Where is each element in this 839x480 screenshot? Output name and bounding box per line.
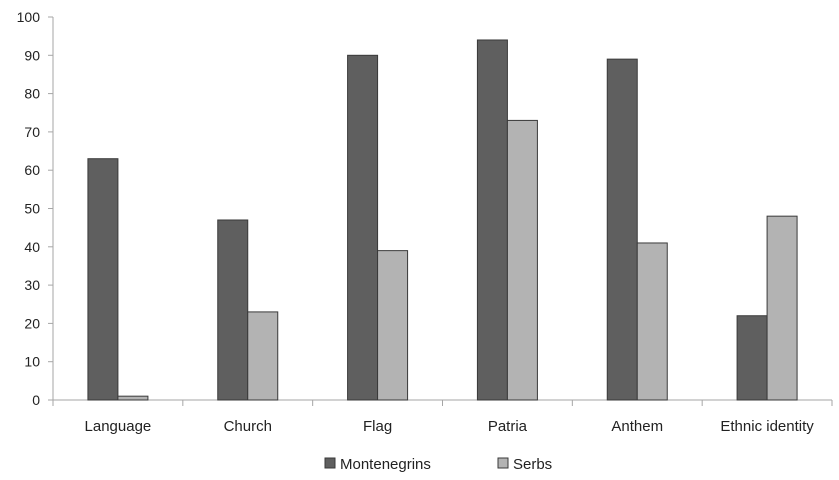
- bar-montenegrins-church: [217, 219, 249, 401]
- legend: Montenegrins Serbs: [324, 456, 552, 473]
- y-tick-label: 90: [24, 47, 40, 63]
- y-tick-label: 20: [24, 315, 40, 331]
- x-tick-label: Anthem: [611, 418, 663, 435]
- y-tick-label: 80: [24, 86, 40, 102]
- bars: [87, 39, 798, 401]
- x-tick-label: Ethnic identity: [720, 418, 814, 435]
- bar-montenegrins-flag: [347, 54, 379, 401]
- bar-serbs-ethnic-identity: [766, 215, 798, 401]
- bar-serbs-church: [247, 311, 279, 401]
- bar-serbs-language: [117, 395, 149, 401]
- bar-serbs-anthem: [636, 242, 668, 401]
- x-tick-label: Language: [85, 418, 152, 435]
- y-tick-label: 70: [24, 124, 40, 140]
- y-tick-label: 10: [24, 354, 40, 370]
- x-axis: Language Church Flag Patria Anthem Ethnic ide…: [52, 399, 833, 435]
- legend-label-serbs: Serbs: [513, 456, 552, 473]
- y-tick-label: 40: [24, 239, 40, 255]
- x-tick-label: Church: [224, 418, 272, 435]
- bar-montenegrins-patria: [476, 39, 508, 401]
- bar-serbs-patria: [506, 119, 538, 401]
- legend-swatch-montenegrins: [324, 457, 336, 469]
- y-tick-label: 30: [24, 277, 40, 293]
- y-tick-label: 100: [17, 9, 41, 25]
- bar-montenegrins-anthem: [606, 58, 638, 401]
- y-tick-label: 60: [24, 162, 40, 178]
- x-tick-label: Patria: [488, 418, 528, 435]
- x-tick-label: Flag: [363, 418, 392, 435]
- legend-swatch-serbs: [497, 457, 509, 469]
- bar-montenegrins-language: [87, 158, 119, 401]
- legend-label-montenegrins: Montenegrins: [340, 456, 431, 473]
- y-tick-label: 0: [32, 392, 40, 408]
- y-tick-label: 50: [24, 201, 40, 217]
- bar-montenegrins-ethnic-identity: [736, 315, 768, 401]
- y-axis: 0 10 20 30 40 50 60 70 80 90 100: [17, 9, 54, 408]
- bar-serbs-flag: [377, 250, 409, 401]
